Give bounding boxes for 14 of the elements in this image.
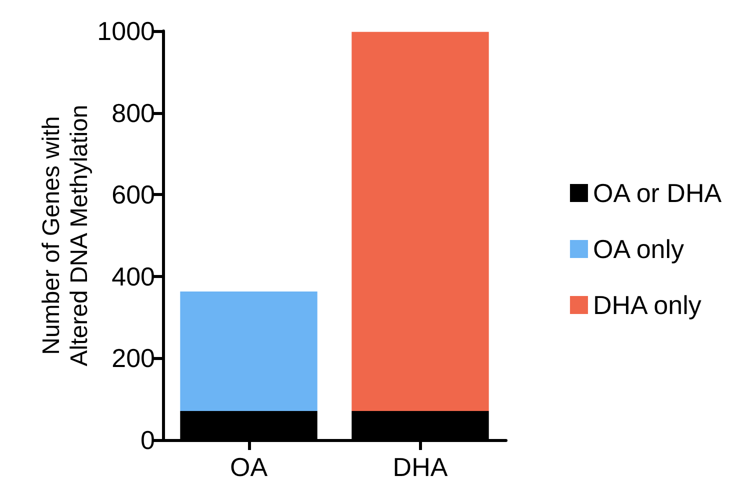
x-tick-label: OA [230, 452, 268, 482]
legend-label: OA or DHA [592, 178, 722, 208]
bar [352, 32, 489, 411]
y-tick-label: 800 [112, 98, 155, 128]
y-tick-label: 1000 [97, 16, 155, 46]
y-axis-title: Number of Genes with Altered DNA Methylation [38, 104, 93, 366]
y-tick-label: 600 [112, 180, 155, 210]
bar [180, 292, 318, 411]
x-tick-label: DHA [392, 452, 448, 482]
legend-label: OA only [592, 234, 684, 264]
legend-label: DHA only [592, 290, 702, 320]
y-tick-label: 400 [112, 261, 155, 292]
y-tick-label: 200 [112, 343, 155, 374]
y-tick-label: 0 [140, 425, 155, 455]
